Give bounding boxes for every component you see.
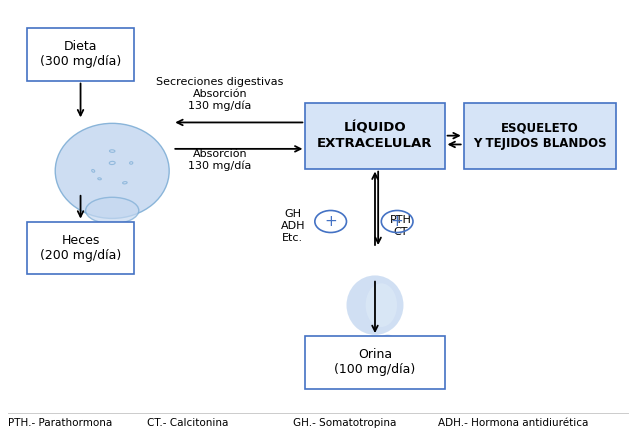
Text: Heces
(200 mg/día): Heces (200 mg/día)	[40, 234, 121, 262]
Text: LÍQUIDO
EXTRACELULAR: LÍQUIDO EXTRACELULAR	[317, 122, 432, 150]
FancyBboxPatch shape	[27, 28, 134, 81]
FancyBboxPatch shape	[305, 336, 445, 389]
Ellipse shape	[347, 276, 403, 335]
Text: Secreciones digestivas
Absorción
130 mg/día: Secreciones digestivas Absorción 130 mg/…	[156, 77, 284, 111]
Text: Orina
(100 mg/día): Orina (100 mg/día)	[335, 348, 415, 377]
Ellipse shape	[380, 334, 395, 346]
Text: ESQUELETO
Y TEJIDOS BLANDOS: ESQUELETO Y TEJIDOS BLANDOS	[473, 122, 607, 150]
Text: GH
ADH
Etc.: GH ADH Etc.	[280, 209, 305, 242]
Text: +: +	[391, 214, 403, 229]
Ellipse shape	[55, 123, 169, 218]
FancyBboxPatch shape	[27, 222, 134, 274]
Ellipse shape	[366, 284, 397, 327]
Text: GH.- Somatotropina: GH.- Somatotropina	[293, 418, 396, 428]
Text: +: +	[324, 214, 337, 229]
Ellipse shape	[86, 197, 139, 224]
Text: PTH
CT: PTH CT	[389, 215, 411, 237]
Text: PTH.- Parathormona: PTH.- Parathormona	[8, 418, 112, 428]
Text: CT.- Calcitonina: CT.- Calcitonina	[147, 418, 228, 428]
Text: ADH.- Hormona antidiurética: ADH.- Hormona antidiurética	[438, 418, 589, 428]
FancyBboxPatch shape	[464, 103, 616, 169]
Text: Absorción
130 mg/día: Absorción 130 mg/día	[188, 149, 252, 171]
Text: Dieta
(300 mg/día): Dieta (300 mg/día)	[40, 40, 121, 68]
FancyBboxPatch shape	[305, 103, 445, 169]
